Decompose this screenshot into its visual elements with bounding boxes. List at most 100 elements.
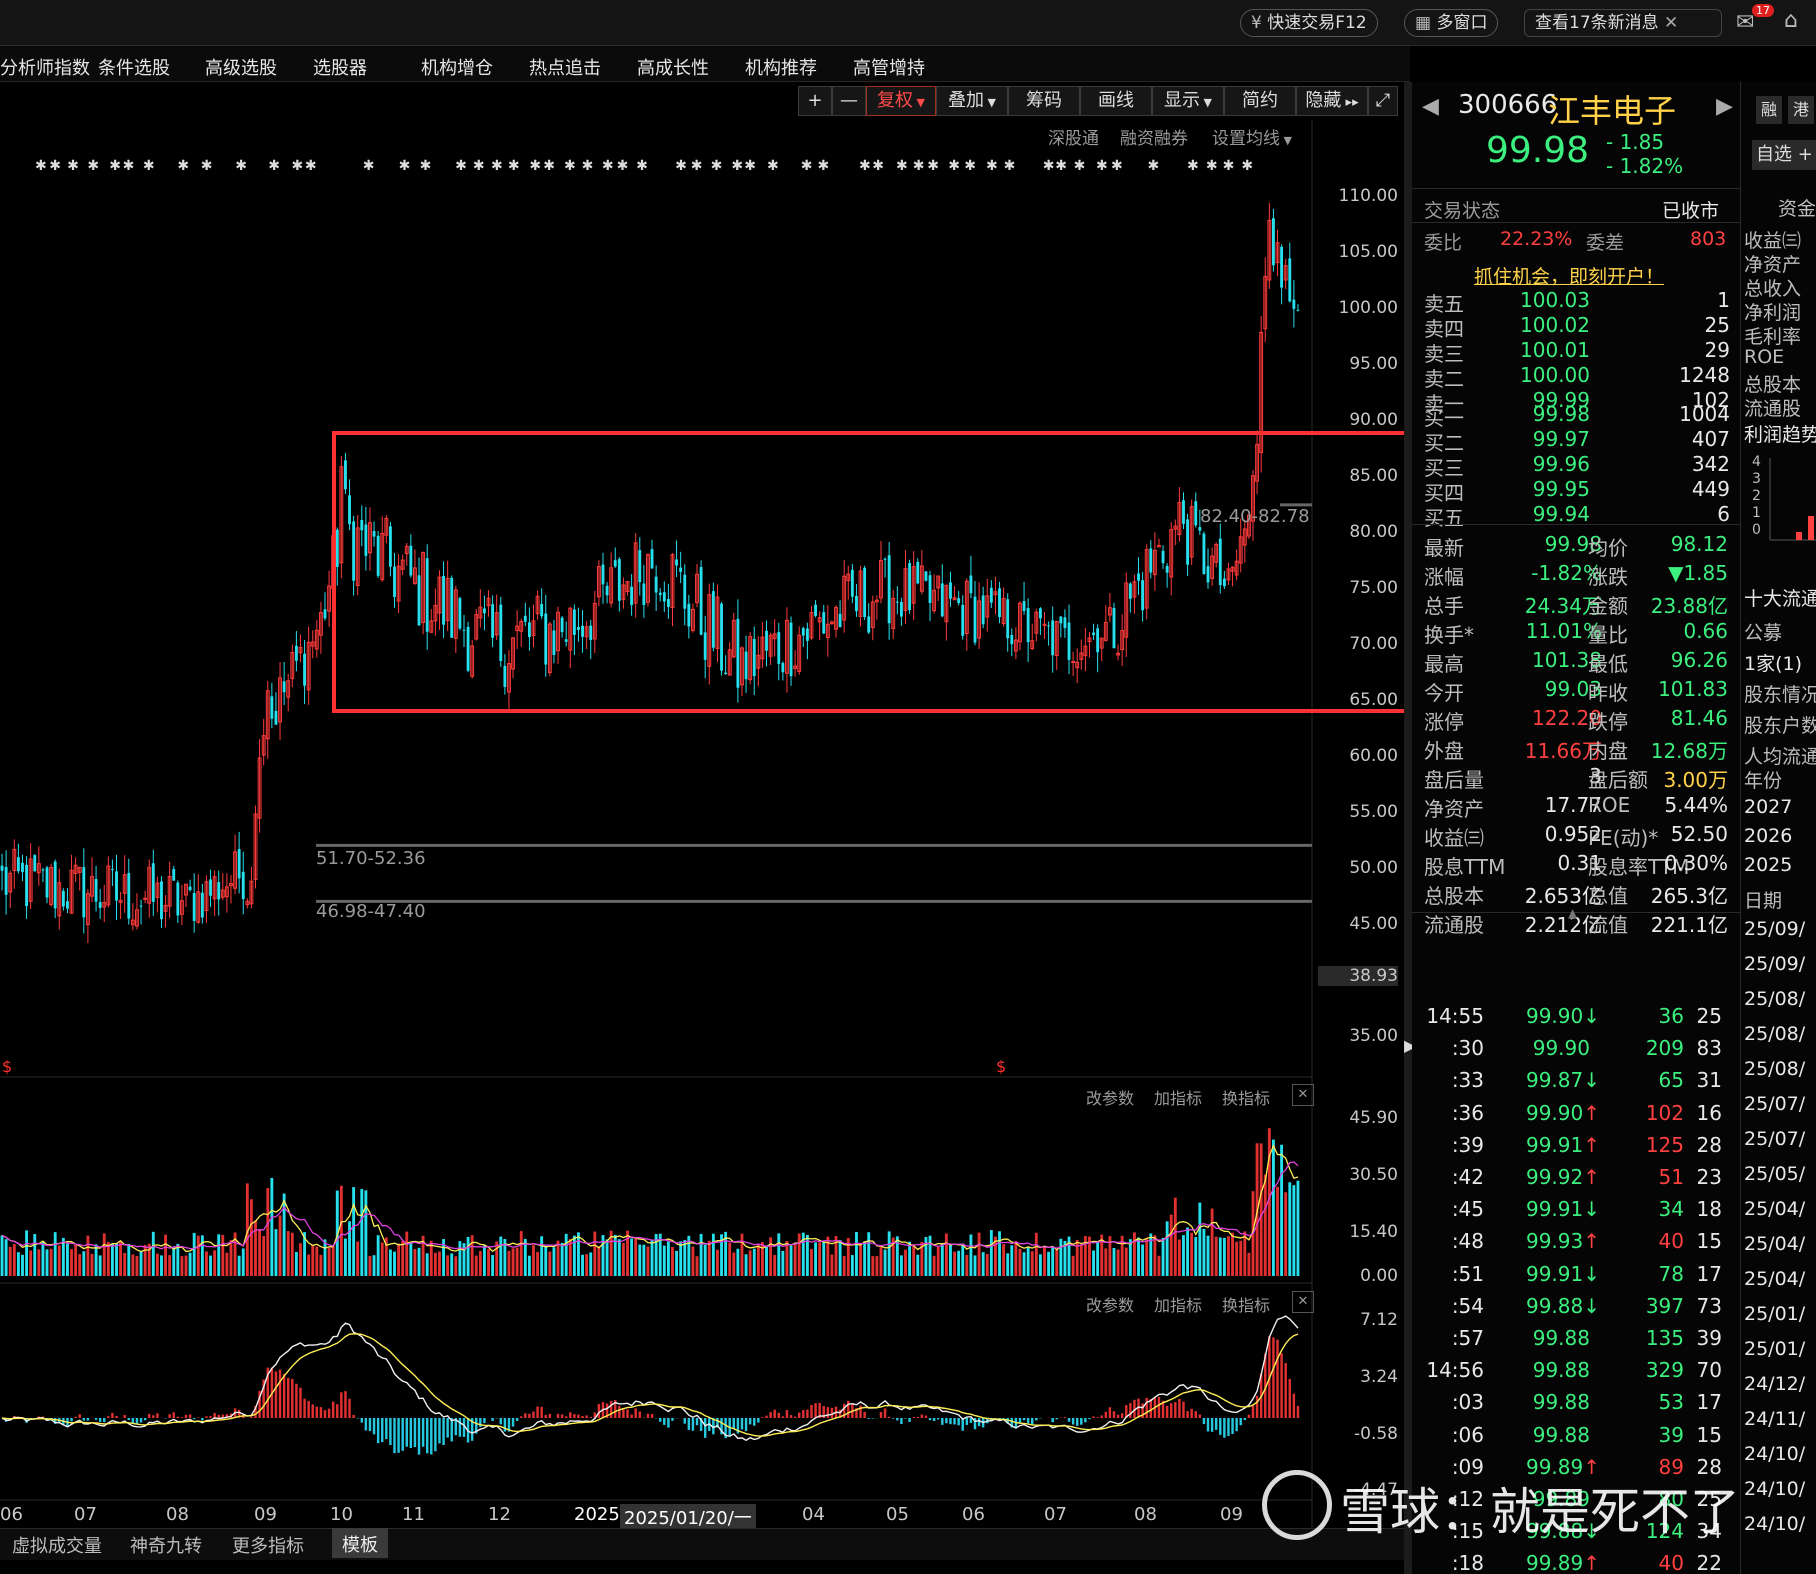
tab-magic-nine[interactable]: 神奇九转 <box>130 1536 202 1557</box>
date-item: 25/04/ <box>1744 1268 1806 1290</box>
edit-params-link[interactable]: 改参数 <box>1086 1296 1135 1315</box>
menu-institution-add[interactable]: 机构增仓 <box>421 58 493 79</box>
zoom-out-button[interactable]: — <box>832 86 866 116</box>
open-account-link[interactable]: 抓住机会，即刻开户！ <box>1474 266 1665 288</box>
menu-condition-pick[interactable]: 条件选股 <box>98 58 170 79</box>
add-indicator-link[interactable]: 加指标 <box>1154 1296 1203 1315</box>
close-icon[interactable]: ✕ <box>1664 13 1679 33</box>
margin-trading-link[interactable]: 融资融券 <box>1120 129 1188 149</box>
double-chevron-right-icon: ▸▸ <box>1341 95 1359 110</box>
menu-stock-picker[interactable]: 选股器 <box>313 58 367 79</box>
candle <box>1034 611 1039 634</box>
switch-indicator-link[interactable]: 换指标 <box>1222 1089 1271 1108</box>
bid-row[interactable]: 买三 99.96 342 <box>1424 452 1734 480</box>
fuquan-dropdown[interactable]: 复权 ▼ <box>866 86 936 116</box>
volume-bar <box>98 1255 102 1276</box>
top-bar: ¥ 快速交易F12 ▦ 多窗口 查看17条新消息 ✕ ✉ 17 ⌂ <box>0 0 1816 46</box>
tick-time: :33 <box>1451 1068 1484 1093</box>
candle <box>339 466 344 564</box>
fullscreen-icon[interactable]: ⤢ <box>1368 86 1398 116</box>
kline-chart[interactable]: ✱ ✱ ✱ ✱ ✱ ✱ ✱ ✱ ✱ ✱ ✱ ✱ ✱ ✱ ✱ ✱ ✱ ✱ ✱ ✱ ✱ ✱ ✱ ✱ ✱ ✱ ✱ ✱ ✱ ✱ ✱ ✱ ✱ ✱ ✱ ✱ ✱ ✱ ✱ ✱… <box>0 0 1410 1574</box>
ask-row[interactable]: 卖二 100.00 1248 <box>1424 363 1734 391</box>
tab-more-indicators[interactable]: 更多指标 <box>232 1536 304 1557</box>
bid-price: 99.97 <box>1532 427 1590 451</box>
candle <box>139 905 143 907</box>
volume-bar <box>666 1241 670 1276</box>
quote-label: 涨幅 <box>1424 565 1464 589</box>
candle <box>151 863 155 902</box>
volume-bar <box>691 1246 695 1276</box>
volume-bar <box>331 1245 335 1276</box>
close-icon[interactable]: ✕ <box>1292 1291 1314 1313</box>
collapse-up-icon[interactable]: ▲ <box>1568 906 1578 920</box>
volume-bar <box>949 1244 952 1276</box>
bid-row[interactable]: 买一 99.98 1004 <box>1424 402 1734 430</box>
quick-trade-button[interactable]: ¥ 快速交易F12 <box>1240 9 1378 37</box>
date-item: 25/08/ <box>1744 1058 1806 1080</box>
volume-bar <box>1288 1182 1292 1276</box>
ask-row[interactable]: 卖一 99.99 102 <box>1424 388 1734 416</box>
ask-row[interactable]: 卖五 100.03 1 <box>1424 288 1734 316</box>
top10-label: 十大流通 <box>1744 588 1816 610</box>
simple-button[interactable]: 简约 <box>1224 86 1296 116</box>
date-item: 24/12/ <box>1744 1373 1806 1395</box>
add-indicator-link[interactable]: 加指标 <box>1154 1089 1203 1108</box>
quote-value: 11.01% <box>1525 619 1602 643</box>
candle <box>1092 632 1095 636</box>
weicha-value: 803 <box>1690 228 1727 250</box>
next-stock-icon[interactable]: ▶ <box>1716 94 1733 119</box>
add-watchlist-button[interactable]: 自选 + <box>1752 140 1816 170</box>
candle <box>33 855 37 872</box>
ask-volume: 1248 <box>1679 363 1730 387</box>
menu-executive-increase[interactable]: 高管增持 <box>853 58 925 79</box>
bid-row[interactable]: 买四 99.95 449 <box>1424 477 1734 505</box>
multi-window-button[interactable]: ▦ 多窗口 <box>1404 9 1499 37</box>
ask-row[interactable]: 卖三 100.01 29 <box>1424 338 1734 366</box>
splitter[interactable] <box>1404 82 1412 1574</box>
chips-button[interactable]: 筹码 <box>1008 86 1080 116</box>
hide-button[interactable]: 隐藏 ▸▸ <box>1296 86 1368 116</box>
prev-stock-icon[interactable]: ◀ <box>1422 94 1439 119</box>
fund-tab[interactable]: 资金 <box>1778 198 1816 220</box>
switch-indicator-link[interactable]: 换指标 <box>1222 1296 1271 1315</box>
volume-bar <box>12 1244 16 1276</box>
menu-institution-recommend[interactable]: 机构推荐 <box>745 58 817 79</box>
volume-bar <box>1120 1235 1124 1276</box>
messages-button[interactable]: 查看17条新消息 ✕ <box>1524 9 1722 37</box>
menu-hot-chase[interactable]: 热点追击 <box>529 58 601 79</box>
spacer <box>1590 1390 1600 1414</box>
display-dropdown[interactable]: 显示 ▼ <box>1152 86 1224 116</box>
bid-row[interactable]: 买二 99.97 407 <box>1424 427 1734 455</box>
tick-time: :42 <box>1451 1165 1484 1189</box>
dividend-marker-icon: $ <box>996 1057 1006 1076</box>
candle <box>437 576 442 614</box>
volume-bar <box>1006 1253 1010 1276</box>
zoom-in-button[interactable]: + <box>798 86 832 116</box>
edit-params-link[interactable]: 改参数 <box>1086 1089 1135 1108</box>
draw-line-button[interactable]: 画线 <box>1080 86 1152 116</box>
candle <box>433 604 438 622</box>
event-marker-icon: ✱ <box>268 158 280 174</box>
mail-icon[interactable]: ✉ <box>1736 10 1755 35</box>
menu-advanced-pick[interactable]: 高级选股 <box>205 58 277 79</box>
ask-label: 卖二 <box>1424 367 1464 391</box>
tab-virtual-volume[interactable]: 虚拟成交量 <box>12 1536 102 1557</box>
date-item: 25/04/ <box>1744 1233 1806 1255</box>
bid-row[interactable]: 买五 99.94 6 <box>1424 502 1734 530</box>
ask-row[interactable]: 卖四 100.02 25 <box>1424 313 1734 341</box>
candle <box>1132 581 1137 598</box>
overlay-dropdown[interactable]: 叠加 ▼ <box>936 86 1008 116</box>
home-icon[interactable]: ⌂ <box>1784 8 1798 33</box>
menu-high-growth[interactable]: 高成长性 <box>637 58 709 79</box>
close-icon[interactable]: ✕ <box>1292 1084 1314 1106</box>
ma-settings-link[interactable]: 设置均线 ▼ <box>1212 129 1292 149</box>
candle <box>870 601 875 629</box>
shenzhen-connect-link[interactable]: 深股通 <box>1048 129 1099 149</box>
menu-analyst-index[interactable]: 分析师指数 <box>0 58 90 79</box>
volume-bar <box>241 1248 245 1276</box>
tab-template[interactable]: 模板 <box>332 1528 388 1558</box>
volume-bar <box>388 1249 392 1276</box>
margin-tag[interactable]: 融 <box>1756 96 1782 124</box>
hk-connect-tag[interactable]: 港 <box>1788 96 1814 124</box>
finance-item: 净资产 <box>1744 254 1802 276</box>
